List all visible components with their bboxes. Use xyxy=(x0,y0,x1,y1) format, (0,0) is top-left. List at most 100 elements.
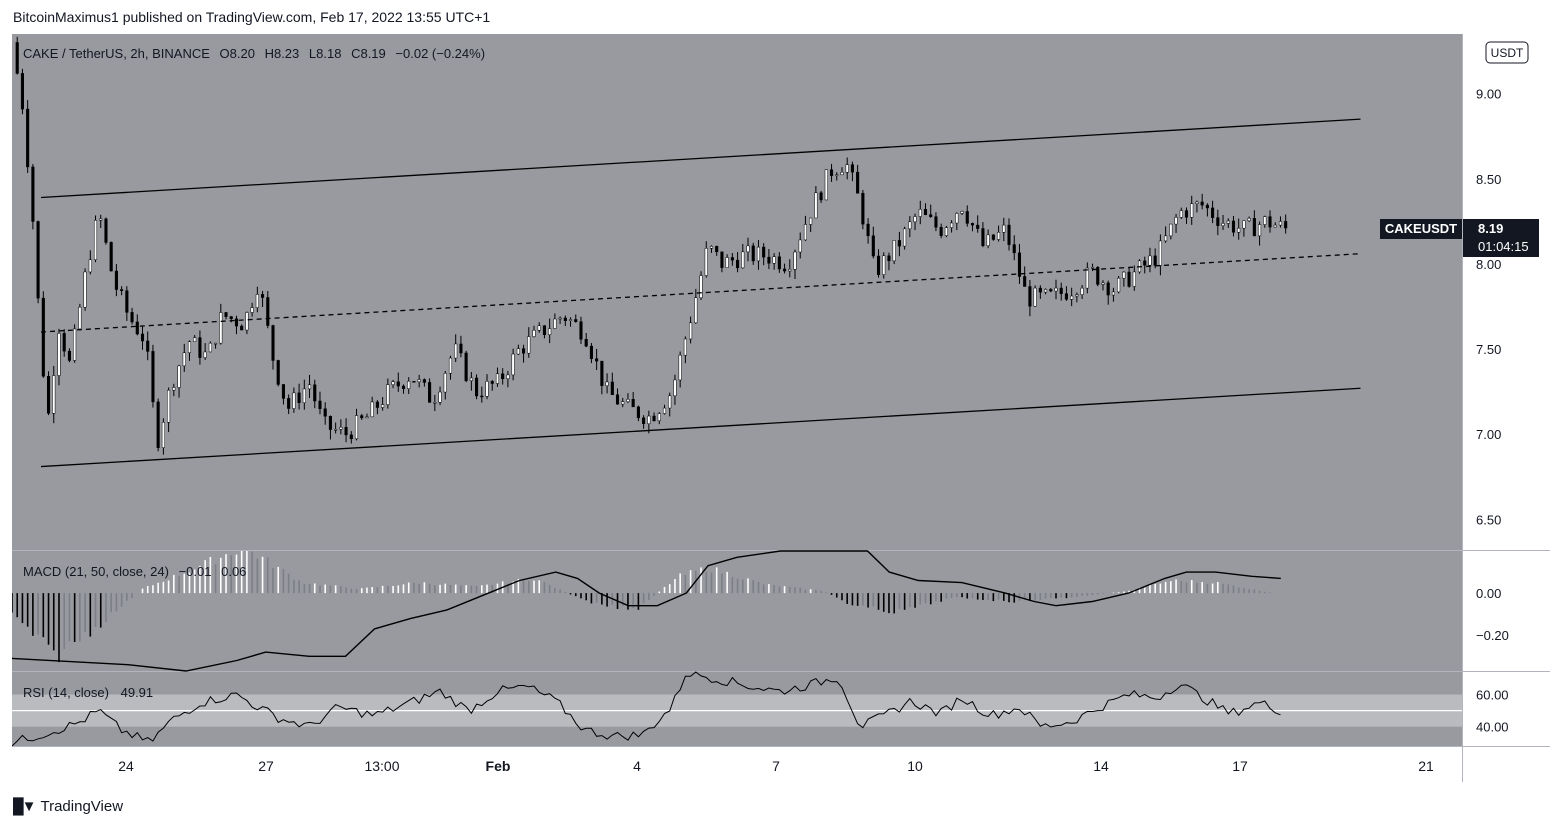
candle xyxy=(736,252,740,273)
candle xyxy=(845,157,849,180)
price-tick-label: 8.50 xyxy=(1476,172,1501,187)
candle xyxy=(323,402,327,425)
rsi-tick-label: 60.00 xyxy=(1476,688,1509,703)
price-tick-label: 6.50 xyxy=(1476,512,1501,527)
macd-title: MACD (21, 50, close, 24) xyxy=(23,564,169,579)
time-tick-label: 14 xyxy=(1093,758,1109,774)
candle xyxy=(882,252,886,279)
candle xyxy=(375,400,379,415)
candle xyxy=(892,240,896,265)
candle xyxy=(1226,218,1230,228)
candle xyxy=(532,325,536,338)
currency-badge-box[interactable] xyxy=(1485,41,1529,64)
time-axis-background xyxy=(12,747,1550,782)
candle xyxy=(46,371,51,416)
channel-middle-line[interactable] xyxy=(40,253,1361,333)
candle xyxy=(57,328,61,386)
close-label: C xyxy=(351,46,360,61)
candle xyxy=(219,303,223,345)
candle xyxy=(610,372,614,395)
candle xyxy=(568,317,573,327)
candle xyxy=(887,252,891,271)
currency-badge[interactable]: USDT xyxy=(1491,46,1524,60)
price-axis[interactable]: 9.00 8.50 8.00 7.50 7.00 6.50 0.00 −0.20 60.00 40… xyxy=(1476,87,1509,735)
candle xyxy=(981,222,985,248)
tradingview-brand[interactable]: TradingView xyxy=(40,798,124,815)
candle xyxy=(255,286,259,313)
candle xyxy=(224,311,228,320)
candle xyxy=(788,259,792,278)
candle xyxy=(1002,217,1006,242)
candle xyxy=(605,373,609,394)
main-legend: CAKE / TetherUS, 2h, BINANCE O8.20 H8.23… xyxy=(23,46,485,61)
low-label: L xyxy=(309,46,316,61)
candle xyxy=(814,186,818,219)
candle xyxy=(537,322,541,333)
candle xyxy=(1263,215,1267,228)
candle xyxy=(1179,207,1183,220)
candle xyxy=(584,332,588,348)
candle xyxy=(777,252,781,273)
candle xyxy=(652,412,656,422)
tradingview-logo-icon[interactable]: █▼ xyxy=(13,798,37,815)
macd-tick-label: 0.00 xyxy=(1476,586,1501,601)
candle xyxy=(600,360,604,395)
candle xyxy=(548,318,552,344)
candle xyxy=(563,315,567,327)
candle xyxy=(756,240,761,270)
time-tick-label: 4 xyxy=(633,758,641,774)
candle xyxy=(934,212,938,232)
candle xyxy=(1044,288,1048,295)
open-value: 8.20 xyxy=(230,46,255,61)
candle xyxy=(725,254,729,268)
candle xyxy=(522,344,526,363)
low-value: 8.18 xyxy=(316,46,341,61)
candle xyxy=(689,316,693,344)
candle xyxy=(829,163,834,182)
candle xyxy=(1054,279,1058,300)
candle xyxy=(1190,195,1194,225)
candle xyxy=(349,431,353,444)
channel-lower-line[interactable] xyxy=(40,387,1361,468)
candle xyxy=(1049,288,1053,293)
candle xyxy=(579,316,583,344)
candle xyxy=(73,324,77,363)
candle xyxy=(276,359,280,387)
candle xyxy=(1106,280,1110,305)
candle xyxy=(182,343,186,372)
change-value: −0.02 (−0.24%) xyxy=(395,46,485,61)
candle xyxy=(1012,235,1016,261)
candle xyxy=(819,190,823,203)
candle xyxy=(161,418,165,455)
candle xyxy=(464,350,468,383)
candle xyxy=(871,226,875,259)
candle xyxy=(772,253,776,270)
candle xyxy=(417,374,421,388)
candle xyxy=(78,303,82,331)
chart-canvas[interactable]: 9.008.508.007.507.006.500.00−0.2060.0040… xyxy=(12,34,1550,782)
candle xyxy=(558,316,562,324)
candle xyxy=(234,315,239,335)
candle xyxy=(1132,265,1136,291)
candle xyxy=(287,394,291,415)
candle xyxy=(511,348,515,381)
candle xyxy=(662,404,667,415)
candle xyxy=(26,100,30,173)
candle xyxy=(809,217,813,233)
main-pane-background xyxy=(12,34,1462,550)
candle xyxy=(991,234,995,241)
candle xyxy=(36,220,40,304)
candle xyxy=(950,220,954,233)
time-axis[interactable]: 24 27 13:00 Feb 4 7 10 14 17 21 xyxy=(118,758,1434,774)
bar-countdown: 01:04:15 xyxy=(1478,239,1529,254)
candle xyxy=(621,397,625,408)
candle xyxy=(31,164,35,230)
candle xyxy=(694,288,698,324)
candle xyxy=(1284,214,1288,234)
candle xyxy=(381,397,385,411)
candle xyxy=(1273,222,1277,228)
channel-upper-line[interactable] xyxy=(40,118,1361,199)
candle xyxy=(480,386,484,403)
candle xyxy=(741,244,745,269)
macd-legend: MACD (21, 50, close, 24) −0.01 0.06 xyxy=(23,564,246,579)
